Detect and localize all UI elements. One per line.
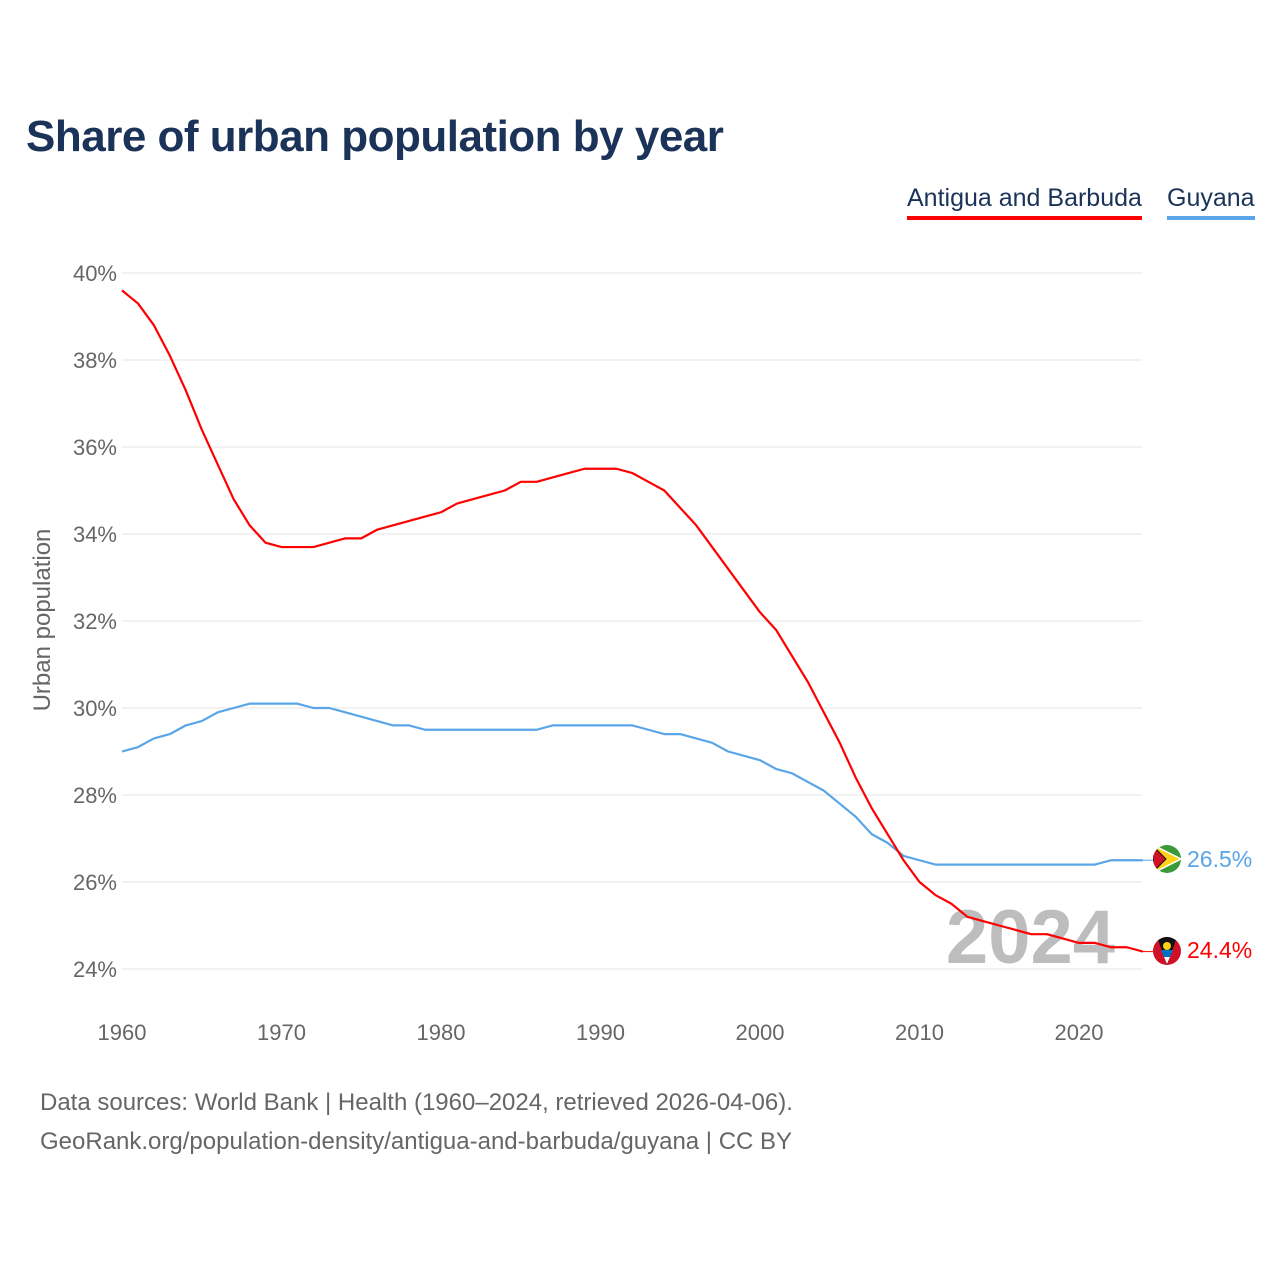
y-tick-label: 40% [73, 261, 117, 286]
series-line-guyana [121, 702, 1143, 866]
antigua-end-label: 24.4% [1187, 937, 1252, 963]
y-tick-label: 36% [73, 435, 117, 460]
y-tick-label: 28% [73, 783, 117, 808]
antigua-flag-icon [1153, 937, 1181, 965]
chart-title: Share of urban population by year [26, 112, 724, 161]
y-tick-label: 24% [73, 957, 117, 982]
guyana-end-label: 26.5% [1187, 846, 1252, 872]
y-tick-label: 30% [73, 696, 117, 721]
y-axis-label: Urban population [29, 529, 56, 712]
x-tick-label: 2020 [1055, 1020, 1104, 1045]
x-tick-label: 1990 [576, 1020, 625, 1045]
x-tick-label: 1980 [417, 1020, 466, 1045]
series-line-antigua-and-barbuda [121, 289, 1144, 953]
x-tick-label: 2010 [895, 1020, 944, 1045]
footer-sources: Data sources: World Bank | Health (1960–… [40, 1089, 793, 1116]
x-tick-label: 2000 [736, 1020, 785, 1045]
guyana-flag-icon [1153, 845, 1181, 873]
footer-link[interactable]: GeoRank.org/population-density/antigua-a… [40, 1128, 793, 1155]
y-tick-label: 38% [73, 348, 117, 373]
legend-antigua[interactable]: Antigua and Barbuda [907, 184, 1142, 220]
legend-guyana[interactable]: Guyana [1167, 184, 1255, 220]
y-tick-label: 34% [73, 522, 117, 547]
y-tick-label: 32% [73, 609, 117, 634]
x-tick-label: 1970 [257, 1020, 306, 1045]
x-tick-label: 1960 [98, 1020, 147, 1045]
y-tick-label: 26% [73, 870, 117, 895]
year-watermark: 2024 [946, 895, 1115, 980]
